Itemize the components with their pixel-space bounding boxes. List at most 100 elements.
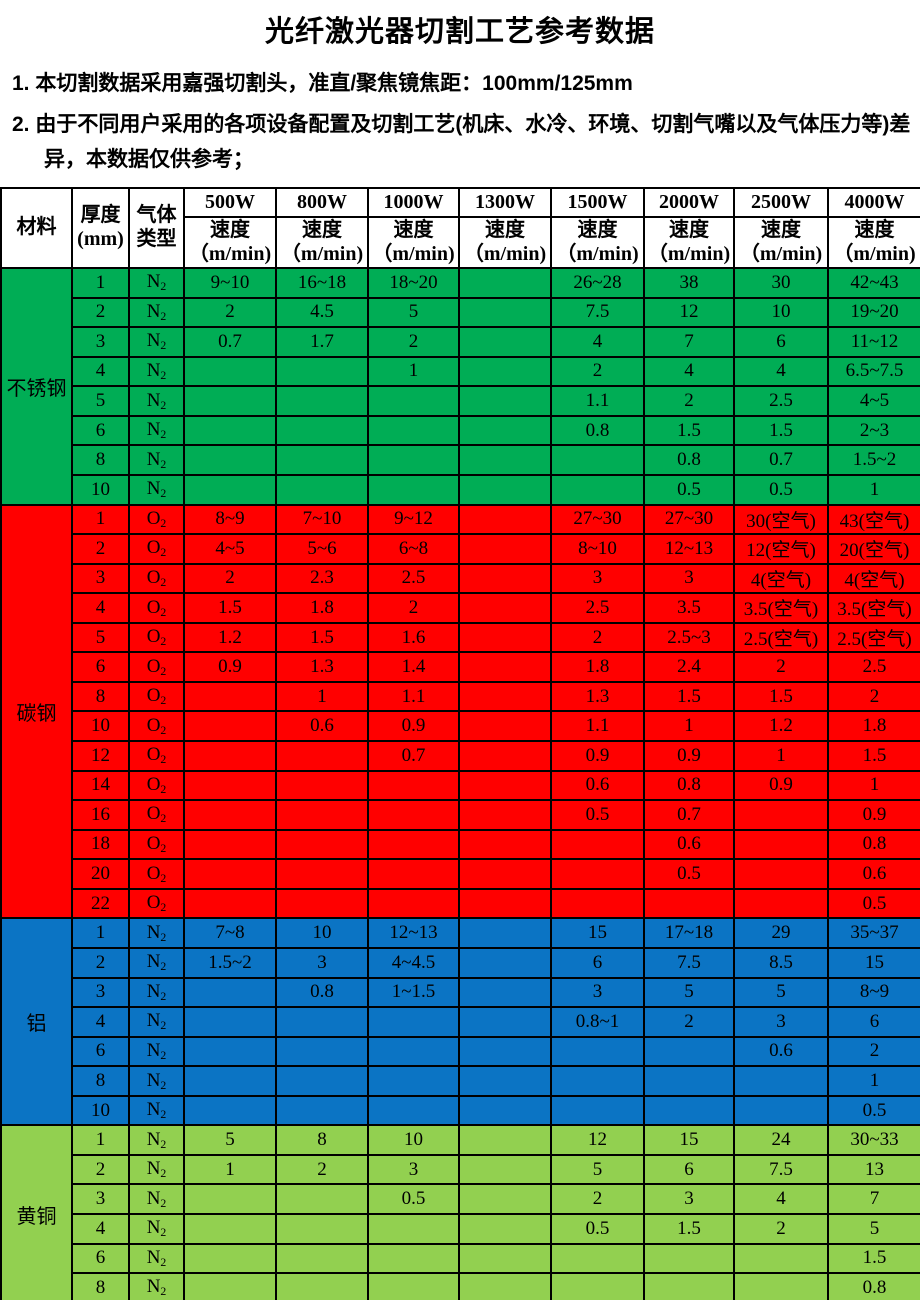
speed-cell: [458, 680, 552, 713]
speed-cell: 0.7: [367, 740, 460, 772]
gas-cell: N2: [128, 385, 185, 417]
table-row: 6 N2 0.6 2: [1, 1035, 920, 1068]
speed-cell: [183, 414, 277, 447]
speed-cell: [275, 1035, 369, 1068]
speed-cell: 1.4: [367, 651, 460, 683]
speed-cell: 15: [643, 1124, 735, 1156]
speed-cell: 2: [550, 1183, 645, 1215]
notes-block: 1. 本切割数据采用嘉强切割头，准直/聚焦镜焦距：100mm/125mm 2. …: [6, 66, 914, 177]
speed-cell: [458, 769, 552, 802]
speed-cell: 2: [827, 1035, 920, 1068]
speed-cell: 7: [643, 326, 735, 358]
speed-cell: 5: [367, 296, 460, 329]
speed-cell: 1.1: [550, 385, 645, 417]
gas-cell: N2: [128, 326, 185, 358]
speed-cell: [458, 621, 552, 654]
thickness-cell: 5: [71, 621, 130, 654]
speed-cell: 19~20: [827, 296, 920, 329]
speed-cell: [275, 1094, 369, 1127]
speed-cell: [550, 887, 645, 920]
table-row: 不锈钢 1 N2 9~10 16~18 18~20 26~28 38 30 42~43: [0, 267, 920, 506]
speed-cell: 2.5(空气): [827, 621, 920, 654]
speed-cell: 6: [827, 1006, 920, 1038]
note-1: 1. 本切割数据采用嘉强切割头，准直/聚焦镜焦距：100mm/125mm: [12, 72, 633, 95]
speed-cell: [458, 562, 552, 595]
speed-cell: [550, 1094, 645, 1127]
speed-cell: [367, 473, 460, 506]
speed-cell: 7: [827, 1183, 920, 1215]
speed-cell: [275, 740, 369, 772]
thickness-cell: 3: [71, 326, 130, 358]
speed-cell: 27~30: [643, 503, 735, 536]
speed-cell: 20(空气): [827, 533, 920, 565]
gas-cell: O2: [128, 887, 185, 920]
gas-cell: N2: [128, 1065, 185, 1097]
gas-cell: N2: [128, 355, 185, 388]
table-row: 黄铜 1 N2 5 8 10 12 15 24 30~33: [0, 1124, 920, 1300]
speed-cell: [183, 355, 277, 388]
gas-cell: N2: [128, 267, 185, 299]
speed-cell: [643, 1094, 735, 1127]
gas-cell: N2: [128, 414, 185, 447]
speed-cell: [275, 828, 369, 861]
table-row: 8 N2 0.8: [1, 1272, 920, 1300]
speed-cell: 2: [367, 326, 460, 358]
speed-cell: 3.5(空气): [827, 592, 920, 624]
speed-cell: 15: [827, 946, 920, 979]
speed-cell: 1: [367, 355, 460, 388]
speed-cell: 4: [643, 355, 735, 388]
speed-cell: 7~10: [275, 503, 369, 536]
speed-cell: [367, 858, 460, 890]
speed-cell: 2: [550, 621, 645, 654]
material-cell: 黄铜: [0, 1124, 73, 1300]
thickness-cell: 3: [71, 976, 130, 1009]
gas-cell: N2: [128, 1242, 185, 1275]
gas-cell: O2: [128, 533, 185, 565]
speed-cell: 0.5: [827, 887, 920, 920]
thickness-cell: 6: [71, 651, 130, 683]
speed-cell: 0.5: [550, 799, 645, 831]
speed-cell: [183, 858, 277, 890]
speed-cell: [458, 799, 552, 831]
speed-cell: 3: [275, 946, 369, 979]
speed-cell: [183, 1272, 277, 1300]
note-2: 2. 由于不同用户采用的各项设备配置及切割工艺(机床、水冷、环境、切割气嘴以及气…: [12, 113, 911, 171]
speed-cell: [367, 1065, 460, 1097]
thickness-cell: 2: [71, 533, 130, 565]
speed-cell: [550, 1242, 645, 1275]
speed-unit-header: 速度 （m/min): [733, 216, 829, 269]
table-row: 4 N2 0.5 1.5 2 5: [1, 1213, 920, 1245]
speed-cell: [367, 799, 460, 831]
speed-cell: [367, 414, 460, 447]
thickness-cell: 8: [71, 1065, 130, 1097]
speed-cell: 27~30: [550, 503, 645, 536]
speed-cell: [367, 828, 460, 861]
speed-cell: 8: [275, 1124, 369, 1156]
gas-cell: N2: [128, 1272, 185, 1300]
speed-cell: 1.8: [275, 592, 369, 624]
power-column-header: 1500W: [550, 187, 645, 218]
gas-cell: N2: [128, 946, 185, 979]
speed-cell: 11~12: [827, 326, 920, 358]
table-row: 8 N2 1: [1, 1065, 920, 1097]
table-row: 18 O2 0.6 0.8: [1, 828, 920, 861]
power-header-row: 材料 厚度 (mm) 气体 类型 500W 800W 1000W 1300W 1500W…: [0, 187, 920, 269]
speed-cell: [367, 1094, 460, 1127]
speed-cell: 0.7: [733, 444, 829, 476]
thickness-cell: 4: [71, 1213, 130, 1245]
speed-cell: 43(空气): [827, 503, 920, 536]
speed-cell: [458, 828, 552, 861]
thickness-cell: 20: [71, 858, 130, 890]
table-row: 10 O2 0.6 0.9 1.1 1 1.2 1.8: [1, 710, 920, 742]
speed-cell: 1.5: [643, 1213, 735, 1245]
table-header: 材料 厚度 (mm) 气体 类型 500W 800W 1000W 1300W 1500W…: [0, 187, 920, 269]
speed-cell: [458, 1272, 552, 1300]
table-row: 8 O2 1 1.1 1.3 1.5 1.5 2: [1, 680, 920, 713]
speed-cell: [458, 740, 552, 772]
speed-cell: 1.5: [275, 621, 369, 654]
speed-cell: [550, 1035, 645, 1068]
speed-cell: 2: [733, 651, 829, 683]
speed-cell: 0.9: [550, 740, 645, 772]
speed-cell: 1: [183, 1153, 277, 1186]
speed-cell: 1.7: [275, 326, 369, 358]
